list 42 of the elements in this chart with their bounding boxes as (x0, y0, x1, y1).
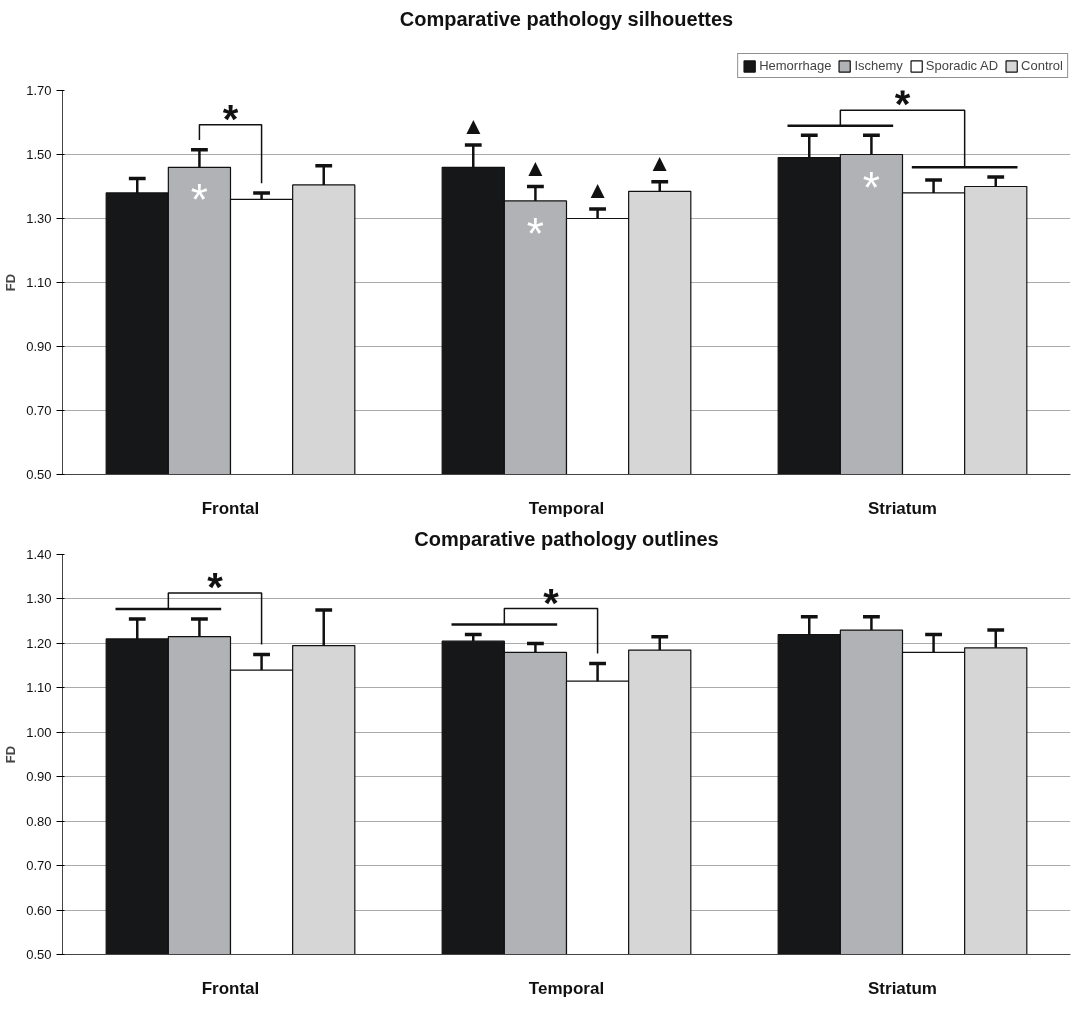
annotation: * (543, 580, 560, 625)
annotation: ▲ (585, 175, 610, 203)
x-tick-label: Striatum (868, 978, 937, 998)
annotation: * (222, 96, 239, 141)
y-tick-label: 1.10 (26, 275, 52, 290)
annotation: ▲ (461, 111, 486, 139)
annotation: * (207, 564, 224, 609)
annotation: ▲ (523, 153, 548, 181)
x-tick-label: Temporal (528, 978, 605, 998)
y-axis-title: FD (3, 273, 19, 292)
y-tick-label: 0.80 (26, 813, 52, 829)
x-tick-label: Temporal (528, 498, 605, 518)
annotation: * (862, 162, 880, 212)
y-tick-label: 0.60 (26, 902, 52, 918)
annotation: * (190, 175, 208, 225)
annotation: * (894, 82, 911, 127)
legend-label: Ischemy (854, 58, 903, 73)
y-tick-label: 1.40 (26, 547, 52, 562)
legend-label: Hemorrhage (759, 58, 832, 73)
x-tick-label: Frontal (201, 978, 260, 998)
chart-title: Comparative pathology outlines (414, 527, 719, 550)
x-tick-label: Striatum (868, 498, 937, 518)
y-tick-label: 0.70 (26, 403, 52, 418)
annotation: ▲ (647, 148, 672, 176)
legend-label: Control (1021, 58, 1063, 73)
y-tick-label: 1.00 (26, 724, 52, 740)
legend-label: Sporadic AD (925, 58, 999, 73)
y-tick-label: 1.30 (26, 591, 52, 607)
y-tick-label: 0.90 (26, 339, 52, 354)
y-axis-title: FD (3, 745, 19, 764)
chart-title: Comparative pathology silhouettes (399, 7, 734, 30)
y-tick-label: 0.70 (26, 858, 52, 874)
y-tick-label: 0.50 (26, 467, 52, 482)
y-tick-label: 1.20 (26, 635, 52, 651)
y-tick-label: 1.50 (26, 147, 52, 162)
y-tick-label: 0.90 (26, 769, 52, 785)
y-tick-label: 1.70 (26, 83, 52, 98)
y-tick-label: 1.30 (26, 211, 52, 226)
y-tick-label: 0.50 (26, 947, 52, 962)
y-tick-label: 1.10 (26, 680, 52, 696)
annotation: * (526, 208, 544, 258)
x-tick-label: Frontal (201, 498, 260, 518)
